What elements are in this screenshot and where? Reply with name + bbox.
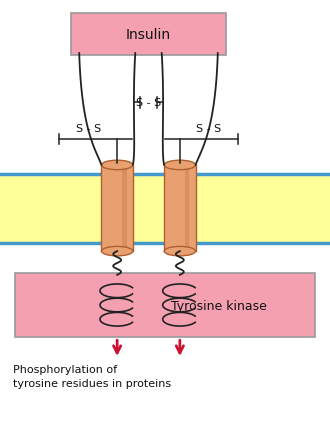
Bar bbox=[164, 166, 195, 252]
Text: Tyrosine kinase: Tyrosine kinase bbox=[171, 299, 266, 312]
Text: Insulin: Insulin bbox=[126, 28, 171, 42]
FancyBboxPatch shape bbox=[71, 14, 226, 56]
Text: Phosphorylation of
tyrosine residues in proteins: Phosphorylation of tyrosine residues in … bbox=[13, 364, 171, 388]
Ellipse shape bbox=[164, 247, 196, 256]
Text: S - S: S - S bbox=[76, 124, 101, 134]
Ellipse shape bbox=[164, 161, 196, 170]
Text: S - S: S - S bbox=[136, 98, 161, 108]
Bar bbox=[184, 166, 189, 252]
Ellipse shape bbox=[102, 247, 133, 256]
Bar bbox=[0, 174, 330, 243]
Bar bbox=[102, 166, 133, 252]
Ellipse shape bbox=[102, 161, 133, 170]
Text: S - S: S - S bbox=[196, 124, 221, 134]
FancyBboxPatch shape bbox=[15, 273, 315, 338]
Bar bbox=[122, 166, 127, 252]
